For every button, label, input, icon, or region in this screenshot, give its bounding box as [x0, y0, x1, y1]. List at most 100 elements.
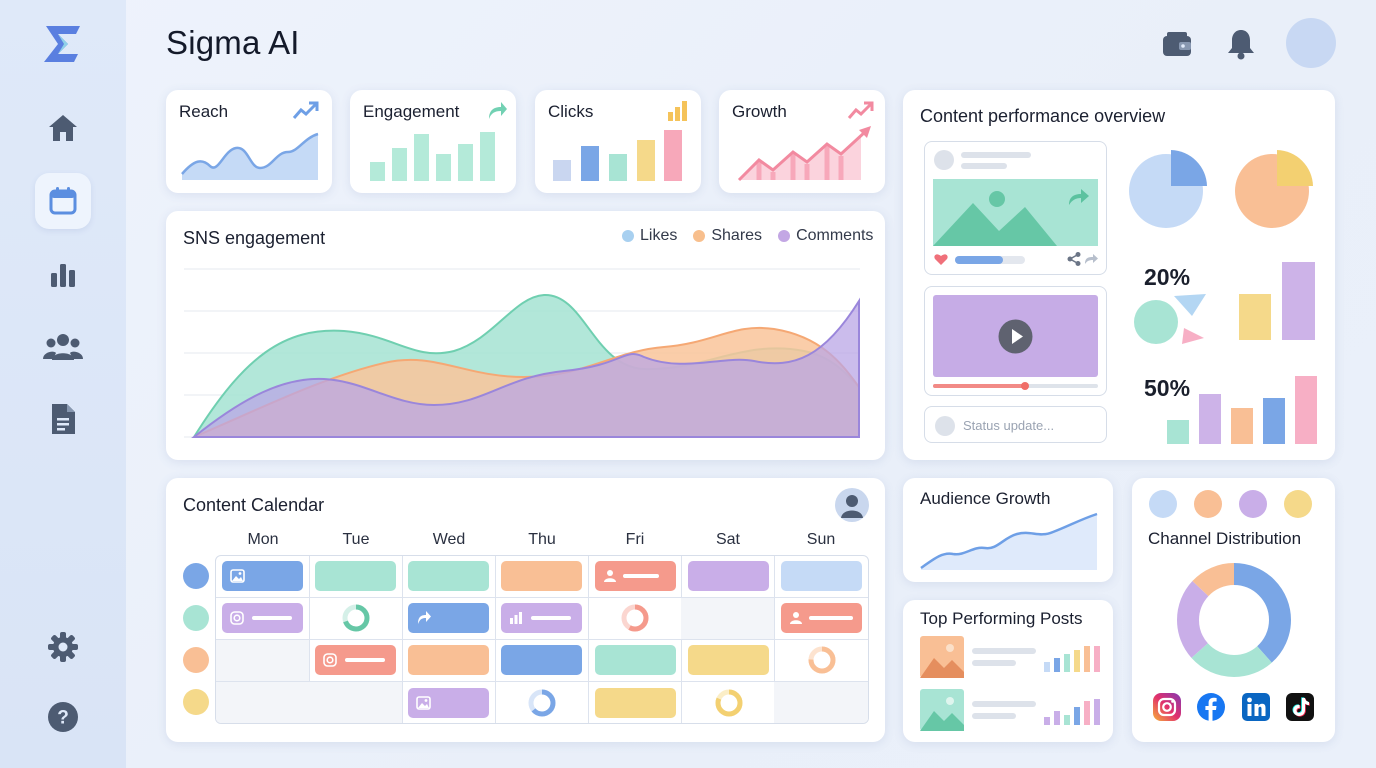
calendar-event-instagram[interactable]: [222, 603, 303, 633]
status-update-input[interactable]: Status update...: [924, 406, 1107, 443]
calendar-cell[interactable]: [216, 682, 310, 723]
calendar-event[interactable]: [501, 561, 582, 591]
sidebar-item-home[interactable]: [35, 100, 91, 156]
calendar-cell[interactable]: [588, 682, 682, 723]
facebook-icon[interactable]: [1196, 692, 1226, 722]
legend-comments[interactable]: Comments: [778, 227, 873, 245]
calendar-cell[interactable]: [216, 598, 310, 640]
calendar-cell[interactable]: [774, 556, 868, 598]
sns-engagement-card: SNS engagement: [166, 211, 885, 460]
kpi-label: Engagement: [363, 102, 460, 121]
user-icon: [603, 569, 617, 583]
wallet-button[interactable]: [1157, 24, 1197, 64]
video-scrubber[interactable]: [1021, 382, 1029, 390]
linkedin-icon[interactable]: [1241, 692, 1271, 722]
svg-text:?: ?: [57, 708, 69, 729]
audience-growth-card[interactable]: Audience Growth: [903, 478, 1113, 582]
calendar-title: Content Calendar: [183, 495, 325, 515]
legend-shares[interactable]: Shares: [693, 227, 762, 245]
image-icon: [230, 569, 245, 583]
post-thumbnail: [920, 636, 964, 678]
day-header-wed: Wed: [432, 531, 466, 548]
metric-percent-b: 50%: [1144, 375, 1191, 401]
calendar-cell[interactable]: [588, 556, 682, 598]
instagram-icon[interactable]: [1152, 692, 1182, 722]
calendar-cell[interactable]: [402, 556, 496, 598]
calendar-event-instagram[interactable]: [315, 645, 396, 675]
calendar-event[interactable]: [408, 561, 489, 591]
sigma-logo[interactable]: [40, 22, 86, 68]
channel-dot-yellow: [1284, 490, 1312, 518]
sidebar-item-analytics[interactable]: [35, 247, 91, 303]
play-icon[interactable]: [998, 319, 1033, 354]
top-posts-title: Top Performing Posts: [920, 609, 1083, 628]
row-marker-mint: [183, 605, 209, 631]
calendar-cell[interactable]: [402, 682, 496, 723]
calendar-cell[interactable]: [402, 640, 496, 682]
day-header-mon: Mon: [247, 531, 279, 548]
sidebar-item-calendar[interactable]: [35, 173, 91, 229]
sidebar-item-help[interactable]: ?: [35, 689, 91, 745]
pie-chart-blue: [1129, 150, 1207, 228]
calendar-cell[interactable]: [216, 640, 310, 682]
calendar-event-image[interactable]: [408, 688, 489, 718]
growth-sparkline: [737, 126, 871, 182]
calendar-cell[interactable]: [681, 640, 775, 682]
calendar-cell[interactable]: [216, 556, 310, 598]
calendar-event-analytics[interactable]: [501, 603, 582, 633]
calendar-cell[interactable]: [402, 598, 496, 640]
top-post-item[interactable]: [920, 636, 1106, 678]
calendar-cell[interactable]: [774, 598, 868, 640]
calendar-event[interactable]: [688, 561, 769, 591]
calendar-event-user[interactable]: [781, 603, 862, 633]
kpi-card-clicks[interactable]: Clicks: [535, 90, 701, 193]
kpi-card-growth[interactable]: Growth: [719, 90, 885, 193]
perf-bars-b: [1167, 376, 1317, 444]
calendar-event-user[interactable]: [595, 561, 676, 591]
tiktok-icon[interactable]: [1285, 692, 1315, 722]
calendar-cell[interactable]: [309, 682, 403, 723]
calendar-cell[interactable]: [309, 598, 403, 640]
kpi-label: Clicks: [548, 102, 594, 121]
calendar-event[interactable]: [688, 645, 769, 675]
calendar-event[interactable]: [501, 645, 582, 675]
audience-sparkline: [920, 512, 1098, 570]
calendar-cell[interactable]: [774, 640, 868, 682]
calendar-cell[interactable]: [495, 598, 589, 640]
avatar[interactable]: [1286, 18, 1336, 68]
day-header-fri: Fri: [625, 531, 645, 548]
kpi-card-engagement[interactable]: Engagement: [350, 90, 516, 193]
legend-likes[interactable]: Likes: [622, 227, 677, 245]
row-marker-yellow: [183, 689, 209, 715]
image-post-preview[interactable]: [924, 141, 1107, 275]
calendar-cell[interactable]: [309, 556, 403, 598]
calendar-avatar[interactable]: [835, 488, 869, 522]
video-post-preview[interactable]: [924, 286, 1107, 396]
calendar-cell[interactable]: [588, 640, 682, 682]
sidebar-item-settings[interactable]: [35, 619, 91, 675]
calendar-cell[interactable]: [495, 640, 589, 682]
status-placeholder: Status update...: [963, 418, 1055, 433]
calendar-cell[interactable]: [495, 556, 589, 598]
day-header-tue: Tue: [342, 531, 370, 548]
calendar-cell[interactable]: [309, 640, 403, 682]
sidebar-item-audience[interactable]: [35, 319, 91, 375]
progress-ring-blue: [527, 688, 557, 718]
sidebar-item-reports[interactable]: [35, 391, 91, 447]
row-marker-blue: [183, 563, 209, 589]
calendar-event-image[interactable]: [222, 561, 303, 591]
notifications-button[interactable]: [1221, 24, 1261, 64]
kpi-card-reach[interactable]: Reach: [166, 90, 332, 193]
calendar-event[interactable]: [408, 645, 489, 675]
calendar-cell[interactable]: [681, 598, 775, 640]
calendar-event[interactable]: [595, 645, 676, 675]
calendar-event[interactable]: [595, 688, 676, 718]
calendar-cell[interactable]: [495, 682, 589, 723]
top-post-item[interactable]: [920, 689, 1106, 731]
calendar-cell[interactable]: [681, 556, 775, 598]
calendar-event[interactable]: [315, 561, 396, 591]
calendar-event[interactable]: [781, 561, 862, 591]
day-header-sun: Sun: [806, 531, 836, 548]
calendar-cell[interactable]: [774, 682, 868, 723]
calendar-event-share[interactable]: [408, 603, 489, 633]
